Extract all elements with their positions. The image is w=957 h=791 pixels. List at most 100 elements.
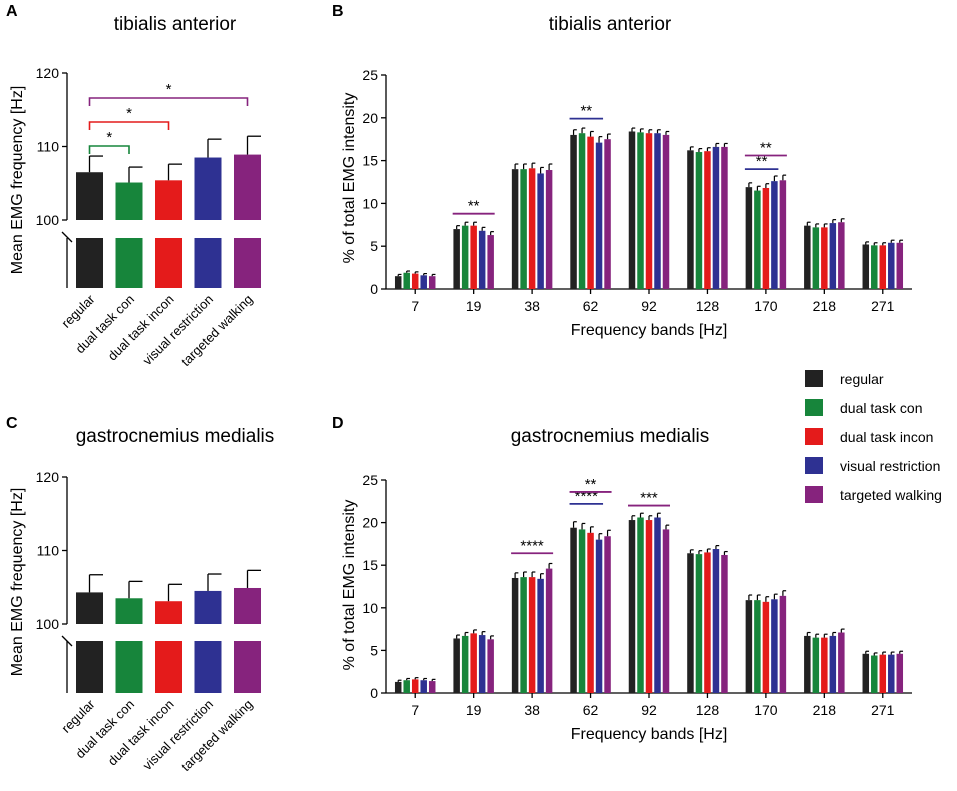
bar-b-4-4 (662, 134, 670, 289)
bar-d-8-2 (879, 654, 887, 693)
bar-lower-a-1 (115, 238, 143, 288)
x-tick-label-d-5: 128 (696, 702, 720, 718)
bar-d-0-2 (411, 679, 419, 693)
bar-d-5-3 (712, 549, 720, 693)
bar-lower-a-3 (194, 238, 222, 288)
bar-d-7-4 (838, 632, 845, 693)
bar-a-1 (115, 182, 143, 220)
legend-label-targeted-walking: targeted walking (840, 487, 942, 503)
bar-b-4-2 (645, 133, 653, 289)
bar-d-2-4 (545, 568, 553, 693)
bar-c-4 (234, 587, 261, 624)
y-axis-break-a (61, 231, 73, 243)
category-label-c-3: visual restriction (140, 697, 217, 774)
legend-swatch-dual-task-incon (805, 428, 823, 445)
x-tick-label-b-4: 92 (641, 298, 657, 314)
bar-d-8-4 (896, 653, 904, 693)
bar-b-5-1 (695, 152, 703, 289)
bar-b-2-0 (511, 169, 519, 289)
bar-b-6-0 (745, 187, 753, 289)
bar-d-2-0 (511, 577, 519, 693)
x-tick-label-b-8: 271 (871, 298, 895, 314)
significance-label-a-2: * (166, 81, 172, 98)
bar-b-8-4 (896, 242, 904, 289)
bar-lower-c-4 (234, 641, 261, 693)
y-tick-label-d-4: 20 (362, 515, 378, 531)
bar-b-6-2 (762, 187, 770, 289)
y-tick-label-b-4: 20 (362, 110, 378, 126)
bar-b-2-1 (520, 169, 527, 289)
y-tick-label-a-2: 120 (36, 65, 60, 81)
bar-d-7-1 (812, 637, 820, 693)
bar-b-1-0 (453, 229, 460, 289)
y-tick-label-c-1: 110 (37, 543, 60, 559)
bar-d-6-2 (762, 601, 770, 693)
bar-b-0-3 (420, 275, 427, 289)
panel-letter-b: B (332, 3, 344, 20)
bar-b-3-2 (587, 136, 594, 289)
y-tick-label-b-2: 10 (362, 195, 378, 211)
bar-d-0-3 (420, 680, 427, 693)
significance-label-d-0: **** (520, 537, 544, 554)
y-tick-label-a-1: 110 (37, 139, 60, 155)
bar-d-1-2 (470, 633, 477, 693)
x-tick-label-d-4: 92 (641, 702, 657, 718)
bar-d-5-2 (704, 552, 711, 693)
bar-b-0-0 (394, 276, 402, 289)
bar-b-7-1 (812, 227, 820, 289)
bar-lower-c-0 (76, 641, 103, 693)
legend-swatch-regular (805, 370, 823, 387)
y-tick-label-d-0: 0 (370, 685, 378, 701)
legend: regular dual task con dual task incon vi… (805, 370, 942, 503)
x-tick-label-d-7: 218 (813, 702, 837, 718)
bar-b-7-3 (829, 223, 837, 289)
bar-b-4-0 (628, 131, 636, 289)
panel-letter-d: D (332, 415, 344, 432)
x-tick-label-d-6: 170 (754, 702, 778, 718)
bar-b-3-0 (570, 134, 577, 289)
panel-letter-c: C (6, 415, 18, 432)
bar-d-5-0 (687, 553, 694, 693)
bar-b-1-4 (487, 235, 494, 289)
bar-b-4-1 (637, 132, 644, 289)
x-tick-label-d-3: 62 (583, 702, 599, 718)
y-tick-label-d-3: 15 (362, 557, 378, 573)
bar-c-3 (194, 590, 222, 624)
bar-b-5-4 (721, 146, 728, 289)
bar-a-4 (234, 154, 261, 220)
bar-b-0-1 (403, 272, 410, 289)
category-label-a-4: targeted walking (178, 292, 256, 370)
bar-a-2 (155, 180, 182, 220)
bar-a-3 (194, 157, 222, 220)
bar-d-8-1 (871, 655, 878, 693)
bar-lower-a-2 (155, 238, 182, 288)
bar-c-2 (155, 601, 182, 624)
y-tick-label-d-2: 10 (362, 600, 378, 616)
title-d: gastrocnemius medialis (511, 426, 710, 447)
bar-b-8-2 (879, 245, 887, 289)
category-label-c-4: targeted walking (178, 697, 256, 775)
ylabel-c: Mean EMG frequency [Hz] (9, 488, 26, 677)
x-tick-label-b-2: 38 (524, 298, 540, 314)
y-tick-label-c-0: 100 (36, 616, 60, 632)
y-tick-label-b-3: 15 (362, 153, 378, 169)
bar-d-1-1 (461, 635, 469, 693)
bar-d-5-1 (695, 554, 703, 693)
title-c: gastrocnemius medialis (76, 426, 275, 447)
bar-d-4-3 (654, 517, 661, 693)
bar-d-4-2 (645, 520, 653, 693)
bar-d-2-1 (520, 577, 527, 693)
bar-b-6-1 (754, 190, 761, 289)
bar-d-4-4 (662, 529, 670, 693)
bar-b-6-3 (771, 181, 778, 289)
bar-b-2-2 (528, 168, 536, 289)
bar-d-5-4 (721, 554, 728, 693)
bar-b-0-4 (428, 276, 436, 289)
ylabel-d: % of total EMG intensity (341, 500, 358, 671)
bar-d-6-0 (745, 600, 753, 693)
significance-label-d-2: ** (585, 476, 597, 493)
x-tick-label-d-2: 38 (524, 702, 540, 718)
y-tick-label-d-1: 5 (370, 642, 378, 658)
y-tick-label-b-5: 25 (362, 67, 378, 83)
